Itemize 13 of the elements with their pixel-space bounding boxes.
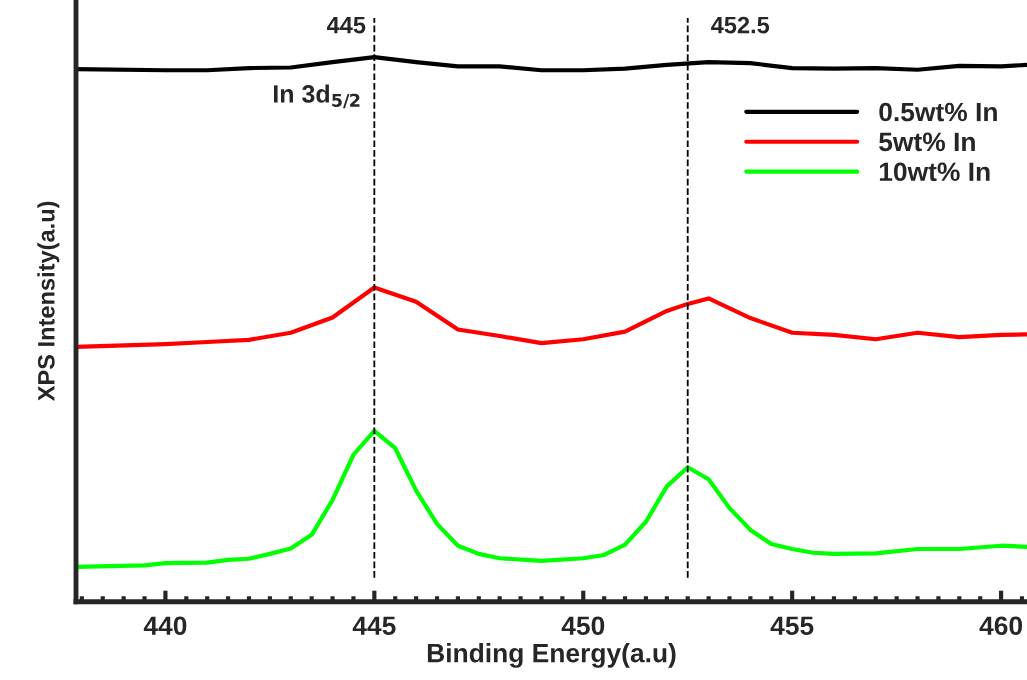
legend-label: 10wt% In (879, 162, 990, 182)
x-tick-label: 450 (561, 616, 605, 636)
x-tick-label: 460 (979, 616, 1023, 636)
legend-label: 0.5wt% In (879, 102, 997, 122)
x-tick-label: 445 (352, 616, 396, 636)
x-tick-label: 455 (770, 616, 814, 636)
x-axis-title: Binding Energy(a.u) (427, 643, 676, 668)
x-tick-label: 440 (143, 616, 187, 636)
ref-line-label: 452.5 (711, 16, 770, 34)
legend-label: 5wt% In (879, 132, 975, 152)
ref-line-label: 445 (326, 16, 366, 34)
y-axis-title: XPS Intensity(a.u) (37, 201, 60, 402)
annotation: In 3d$_{5/2}$ (273, 84, 360, 109)
